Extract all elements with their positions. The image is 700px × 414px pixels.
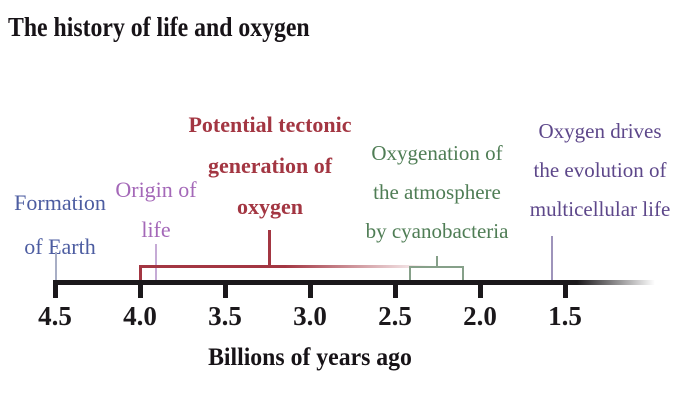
multicellular-pointer-line <box>551 236 553 281</box>
annotation-text-line: generation of <box>207 153 333 178</box>
annotation-oxygenation-by-cyanobacteria: Oxygenation of the atmosphere by cyanoba… <box>345 134 529 251</box>
axis-tick-4.0 <box>138 280 143 298</box>
cyanobacteria-bracket-left-leg <box>409 266 411 281</box>
annotation-formation-of-earth: Formation of Earth <box>0 181 120 269</box>
axis-tick-3.5 <box>223 280 228 298</box>
axis-label: Billions of years ago <box>208 344 412 371</box>
annotation-text-line: life <box>141 217 171 242</box>
axis-tick-1.5 <box>563 280 568 298</box>
figure-title: The history of life and oxygen <box>8 12 310 42</box>
cyanobacteria-bracket-right-leg <box>462 266 464 281</box>
annotation-text-line: Oxygen drives <box>538 119 662 143</box>
cyanobacteria-bracket-stem <box>436 256 438 267</box>
axis-tick-4.5 <box>53 280 58 298</box>
axis-tick-label: 4.0 <box>123 301 157 331</box>
annotation-text-line: multicellular life <box>529 197 671 221</box>
tectonic-span-bracket-left-leg <box>139 265 142 282</box>
annotation-text-line: the evolution of <box>533 158 667 182</box>
annotation-origin-of-life: Origin of life <box>96 170 216 250</box>
annotation-text-line: oxygen <box>237 194 303 219</box>
tectonic-span-bracket <box>139 265 431 268</box>
axis-tick-3.0 <box>308 280 313 298</box>
axis-tick-label: 1.5 <box>548 301 582 331</box>
origin-pointer-line <box>155 244 157 281</box>
axis-tick-label: 3.0 <box>293 301 327 331</box>
axis-tick-label: 2.5 <box>378 301 412 331</box>
tectonic-pointer-line <box>268 230 271 266</box>
axis-tick-label: 3.5 <box>208 301 242 331</box>
annotation-multicellular-life: Oxygen drives the evolution of multicell… <box>508 112 692 229</box>
cyanobacteria-span-bracket <box>409 266 464 268</box>
axis-tick-2.0 <box>478 280 483 298</box>
formation-pointer-line <box>55 252 57 281</box>
axis-tick-label: 2.0 <box>463 301 497 331</box>
axis-tick-2.5 <box>393 280 398 298</box>
annotation-text-line: by cyanobacteria <box>365 219 509 243</box>
annotation-text-line: Oxygenation of <box>371 141 503 165</box>
annotation-text-line: Potential tectonic <box>188 112 352 137</box>
annotation-text-line: the atmosphere <box>373 180 501 204</box>
annotation-tectonic-generation-of-oxygen: Potential tectonic generation of oxygen <box>168 104 372 227</box>
axis-tick-label: 4.5 <box>38 301 72 331</box>
timeline-axis <box>55 280 655 285</box>
annotation-text-line: of Earth <box>24 234 96 259</box>
annotation-text-line: Origin of <box>115 177 197 202</box>
annotation-text-line: Formation <box>14 190 106 215</box>
